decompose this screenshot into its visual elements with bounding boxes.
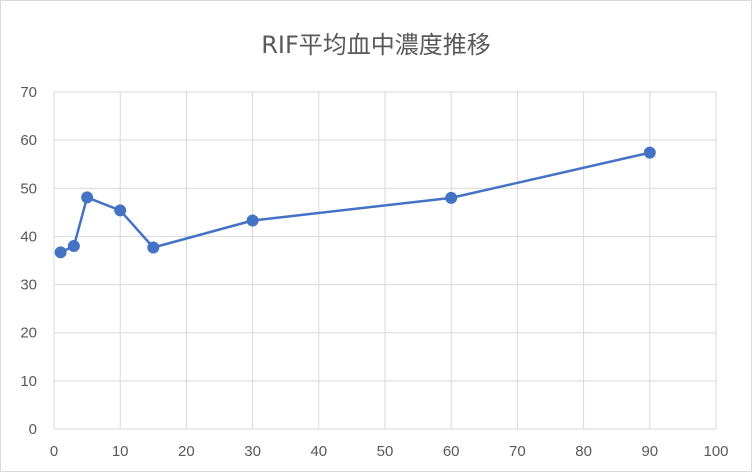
x-tick-label: 60 bbox=[443, 443, 460, 460]
tick-labels: 0 10 20 30 40 50 60 70 0 10 20 30 40 50 60 70 80 90 100 bbox=[20, 84, 728, 460]
data-series bbox=[54, 146, 656, 259]
y-tick-label: 0 bbox=[29, 421, 37, 438]
x-tick-label: 100 bbox=[703, 443, 728, 460]
y-tick-label: 20 bbox=[20, 325, 37, 342]
chart-title: RIF平均血中濃度推移 bbox=[261, 31, 491, 59]
x-tick-label: 10 bbox=[112, 443, 129, 460]
data-point bbox=[643, 146, 656, 159]
y-tick-label: 40 bbox=[20, 228, 37, 245]
data-point bbox=[445, 191, 458, 204]
x-tick-label: 70 bbox=[509, 443, 526, 460]
data-point bbox=[67, 240, 80, 253]
x-tick-label: 90 bbox=[641, 443, 658, 460]
data-point bbox=[114, 204, 127, 217]
x-tick-label: 40 bbox=[310, 443, 327, 460]
y-tick-label: 60 bbox=[20, 132, 37, 149]
gridlines bbox=[53, 91, 717, 430]
data-point bbox=[246, 214, 259, 227]
y-tick-label: 30 bbox=[20, 277, 37, 294]
y-tick-label: 50 bbox=[20, 180, 37, 197]
data-point bbox=[147, 241, 160, 254]
x-tick-label: 0 bbox=[50, 443, 58, 460]
y-tick-label: 70 bbox=[20, 84, 37, 101]
series-line bbox=[60, 151, 651, 254]
y-tick-label: 10 bbox=[20, 373, 37, 390]
x-tick-label: 20 bbox=[178, 443, 195, 460]
data-point bbox=[81, 191, 94, 204]
x-tick-label: 50 bbox=[377, 443, 394, 460]
x-tick-label: 30 bbox=[244, 443, 261, 460]
data-point bbox=[54, 246, 67, 259]
x-tick-label: 80 bbox=[575, 443, 592, 460]
